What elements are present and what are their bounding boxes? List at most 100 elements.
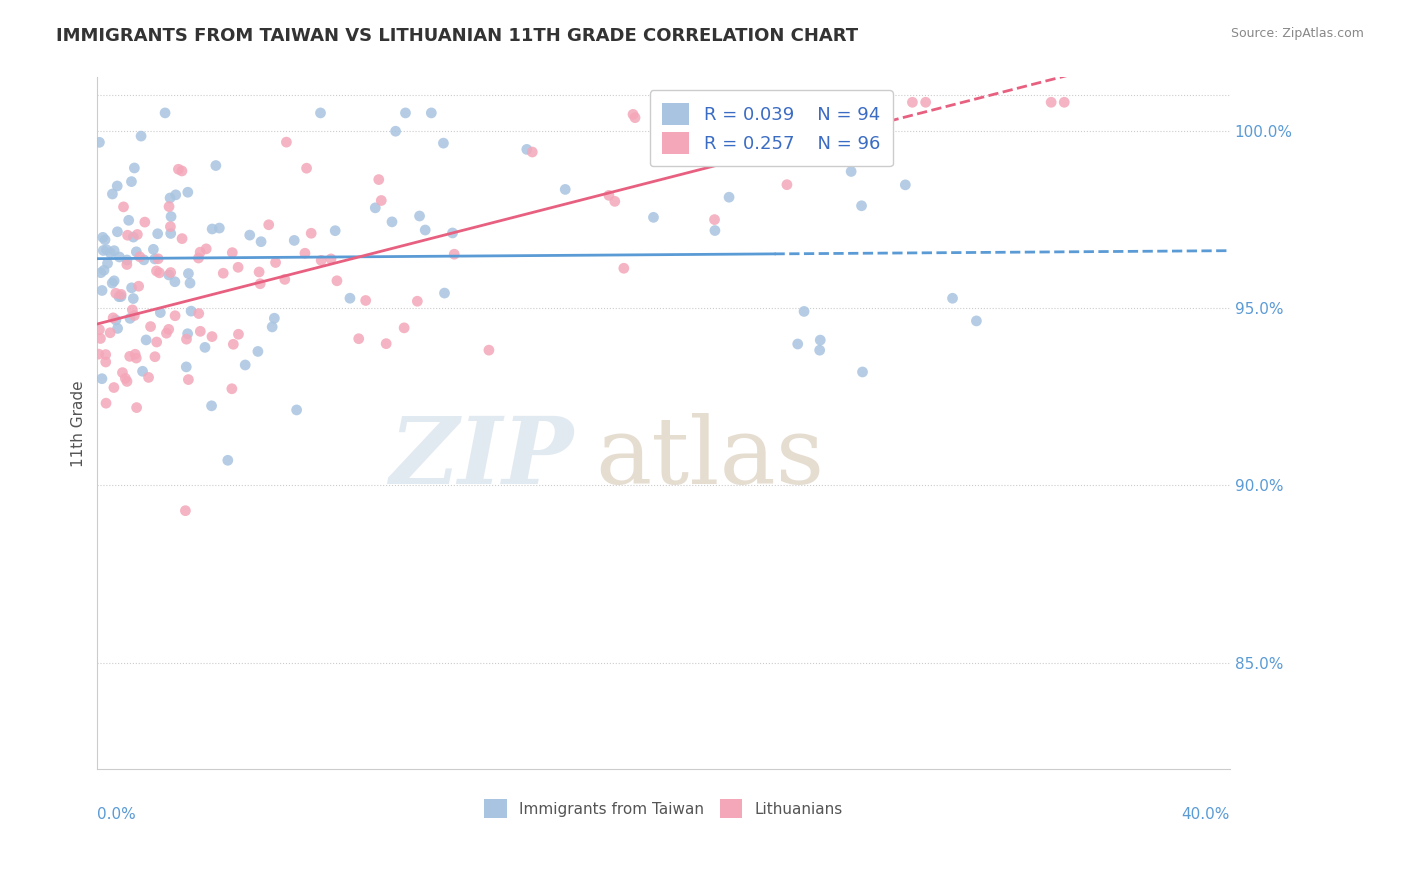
Point bbox=[146, 227, 169, 241]
Point bbox=[108, 250, 131, 264]
Point bbox=[96, 256, 118, 270]
Point bbox=[264, 255, 287, 269]
Point bbox=[148, 266, 170, 280]
Point bbox=[875, 112, 897, 126]
Point bbox=[392, 321, 415, 335]
Point bbox=[157, 200, 180, 214]
Point bbox=[160, 210, 183, 224]
Point bbox=[776, 178, 799, 192]
Point bbox=[276, 135, 298, 149]
Point bbox=[375, 336, 398, 351]
Point bbox=[624, 111, 647, 125]
Point bbox=[364, 201, 387, 215]
Point bbox=[228, 327, 250, 342]
Point bbox=[115, 375, 138, 389]
Point bbox=[159, 266, 181, 280]
Point bbox=[703, 212, 725, 227]
Point bbox=[110, 289, 132, 303]
Point bbox=[233, 358, 256, 372]
Point bbox=[208, 221, 231, 235]
Point bbox=[516, 142, 538, 156]
Point bbox=[125, 244, 148, 259]
Point bbox=[146, 252, 169, 266]
Point bbox=[135, 333, 157, 347]
Point bbox=[107, 225, 129, 239]
Point bbox=[851, 199, 873, 213]
Point bbox=[159, 191, 181, 205]
Point bbox=[138, 370, 160, 384]
Point bbox=[201, 329, 224, 343]
Point bbox=[793, 304, 815, 318]
Point bbox=[101, 186, 124, 201]
Point bbox=[121, 302, 143, 317]
Point bbox=[413, 223, 436, 237]
Point bbox=[149, 305, 172, 319]
Point bbox=[174, 504, 197, 518]
Point bbox=[127, 227, 149, 242]
Point bbox=[323, 224, 346, 238]
Point bbox=[124, 347, 146, 361]
Point bbox=[354, 293, 377, 308]
Point bbox=[319, 252, 342, 266]
Point bbox=[894, 178, 917, 192]
Point bbox=[98, 326, 121, 340]
Point bbox=[142, 243, 165, 257]
Point bbox=[101, 276, 124, 290]
Point bbox=[94, 347, 117, 361]
Point bbox=[283, 234, 305, 248]
Point bbox=[381, 215, 404, 229]
Point bbox=[201, 222, 224, 236]
Point bbox=[295, 161, 318, 176]
Point bbox=[851, 365, 873, 379]
Point bbox=[717, 106, 740, 120]
Point bbox=[103, 380, 125, 394]
Point bbox=[143, 350, 166, 364]
Point bbox=[257, 218, 280, 232]
Point bbox=[433, 286, 456, 301]
Point bbox=[170, 164, 193, 178]
Text: 40.0%: 40.0% bbox=[1181, 807, 1230, 822]
Point bbox=[145, 334, 167, 349]
Point bbox=[420, 106, 443, 120]
Point bbox=[326, 274, 349, 288]
Point bbox=[110, 287, 132, 301]
Point bbox=[96, 243, 118, 257]
Point bbox=[122, 230, 145, 244]
Text: atlas: atlas bbox=[596, 413, 825, 503]
Point bbox=[806, 95, 828, 110]
Point bbox=[177, 373, 200, 387]
Point bbox=[180, 304, 202, 318]
Point bbox=[603, 194, 626, 209]
Point bbox=[145, 264, 167, 278]
Point bbox=[299, 227, 322, 241]
Point bbox=[157, 268, 180, 282]
Point bbox=[195, 242, 218, 256]
Point bbox=[111, 366, 134, 380]
Point bbox=[167, 162, 190, 177]
Point bbox=[132, 252, 155, 267]
Point bbox=[347, 332, 370, 346]
Point bbox=[122, 292, 145, 306]
Point bbox=[249, 277, 271, 291]
Point bbox=[274, 272, 297, 286]
Point bbox=[91, 230, 114, 244]
Point bbox=[174, 359, 197, 374]
Point bbox=[200, 399, 222, 413]
Point bbox=[129, 129, 152, 144]
Point bbox=[114, 371, 136, 385]
Point bbox=[98, 245, 121, 260]
Point bbox=[118, 350, 141, 364]
Point bbox=[250, 235, 273, 249]
Point bbox=[176, 326, 198, 341]
Point bbox=[118, 311, 141, 326]
Point bbox=[441, 226, 464, 240]
Point bbox=[221, 382, 243, 396]
Point bbox=[91, 244, 114, 258]
Point bbox=[177, 186, 200, 200]
Point bbox=[128, 250, 150, 264]
Point bbox=[554, 182, 576, 196]
Point bbox=[165, 309, 187, 323]
Point bbox=[384, 124, 406, 138]
Point bbox=[89, 136, 111, 150]
Point bbox=[112, 200, 135, 214]
